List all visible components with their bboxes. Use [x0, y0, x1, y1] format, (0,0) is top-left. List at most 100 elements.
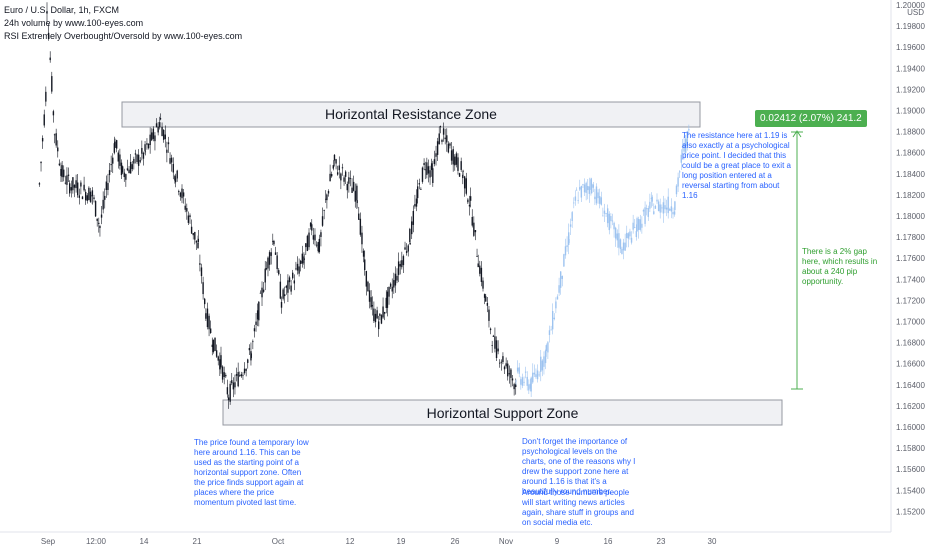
price-candle	[81, 196, 84, 200]
forecast-candle	[561, 276, 563, 279]
forecast-candle	[515, 380, 517, 382]
price-candle	[94, 201, 97, 217]
price-candle	[212, 339, 215, 352]
price-candle	[209, 328, 212, 333]
price-candle	[505, 363, 507, 367]
resistance-note[interactable]: The resistance here at 1.19 is also exac…	[682, 131, 791, 200]
forecast-candle	[558, 285, 560, 293]
y-tick-label: 1.17000	[896, 318, 925, 327]
price-candle	[229, 383, 231, 402]
forecast-candle	[665, 207, 668, 210]
forecast-candle	[533, 372, 536, 375]
price-candle	[376, 310, 378, 319]
price-candle	[370, 297, 372, 308]
forecast-candle	[654, 205, 657, 209]
price-candle	[365, 271, 368, 287]
price-candle	[364, 259, 366, 271]
price-candle	[89, 191, 92, 202]
price-candle	[136, 154, 138, 163]
price-candle	[284, 294, 286, 297]
price-candle	[265, 268, 268, 270]
forecast-candle	[573, 202, 575, 204]
forecast-candle	[574, 196, 577, 201]
price-candle	[386, 291, 389, 308]
price-candle	[510, 369, 512, 378]
forecast-candle	[588, 186, 591, 194]
price-candle	[121, 166, 124, 173]
price-candle	[502, 356, 504, 363]
forecast-candle	[675, 185, 678, 195]
price-candle	[463, 176, 466, 189]
x-tick-label: 12:00	[86, 537, 107, 546]
resistance-zone-label[interactable]: Horizontal Resistance Zone	[325, 106, 497, 122]
price-candle	[356, 200, 358, 204]
forecast-candle	[635, 231, 638, 238]
price-candle	[279, 281, 282, 299]
measure-badge[interactable]: 0.02412 (2.07%) 241.2	[755, 110, 867, 127]
price-candle	[134, 153, 137, 155]
rsi-indicator-label[interactable]: RSI Extremely Overbought/Oversold by www…	[4, 31, 243, 41]
forecast-candle	[614, 227, 617, 239]
price-candle	[151, 132, 153, 141]
y-tick-label: 1.18800	[896, 128, 925, 137]
support-note[interactable]: The price found a temporary low here aro…	[194, 438, 309, 507]
price-candle	[441, 139, 443, 142]
price-candle	[120, 162, 123, 176]
y-tick-label: 1.18000	[896, 212, 925, 221]
y-tick-label: 1.16400	[896, 381, 925, 390]
forecast-candle	[528, 384, 530, 391]
price-candle	[380, 315, 383, 324]
forecast-candle	[563, 254, 565, 267]
symbol-title[interactable]: Euro / U.S. Dollar, 1h, FXCM	[4, 5, 120, 15]
price-candle	[182, 192, 185, 197]
forecast-candle	[571, 212, 573, 221]
forecast-candle	[616, 233, 618, 241]
price-candle	[149, 134, 151, 145]
y-tick-label: 1.19200	[896, 85, 925, 94]
price-candle	[214, 337, 216, 351]
price-candle	[184, 205, 186, 210]
price-candle	[264, 268, 266, 283]
price-candle	[115, 140, 118, 149]
forecast-candle	[688, 129, 690, 131]
forecast-candle	[669, 208, 671, 211]
price-candle	[385, 297, 387, 308]
price-candle	[174, 176, 176, 181]
price-candle	[377, 321, 380, 330]
price-candle	[388, 286, 390, 297]
price-candle	[338, 165, 340, 171]
price-candle	[462, 170, 464, 172]
price-candle	[480, 267, 483, 282]
volume-indicator-label[interactable]: 24h volume by www.100-eyes.com	[4, 18, 144, 28]
y-tick-label: 1.18600	[896, 149, 925, 158]
psych-note-1[interactable]: Don't forget the importance of psycholog…	[522, 437, 636, 496]
price-candle	[325, 198, 327, 200]
price-candle	[45, 91, 47, 102]
price-candle	[52, 111, 55, 116]
price-candle	[146, 143, 148, 145]
price-candle	[379, 313, 381, 316]
forecast-candle	[538, 374, 540, 376]
gap-note[interactable]: There is a 2% gap here, which results in…	[802, 247, 878, 286]
psych-note-2[interactable]: Around those numbers people will start w…	[522, 488, 634, 527]
price-candle	[46, 11, 48, 14]
price-candle	[119, 154, 121, 166]
price-candle	[293, 280, 296, 284]
price-candle	[292, 272, 294, 279]
y-tick-label: 1.19400	[896, 64, 925, 73]
forecast-candle	[659, 204, 661, 213]
support-zone-label[interactable]: Horizontal Support Zone	[426, 405, 579, 421]
forecast-candle	[580, 186, 583, 198]
price-candle	[515, 383, 517, 387]
price-candle	[268, 252, 271, 265]
price-candle	[99, 226, 101, 229]
forecast-candle	[564, 246, 567, 256]
price-candle	[315, 244, 318, 246]
price-candle	[438, 133, 440, 145]
forecast-candle	[664, 205, 666, 210]
price-candle	[449, 143, 451, 146]
price-candle	[80, 182, 82, 187]
price-candle	[174, 178, 177, 183]
price-candle	[78, 195, 80, 198]
